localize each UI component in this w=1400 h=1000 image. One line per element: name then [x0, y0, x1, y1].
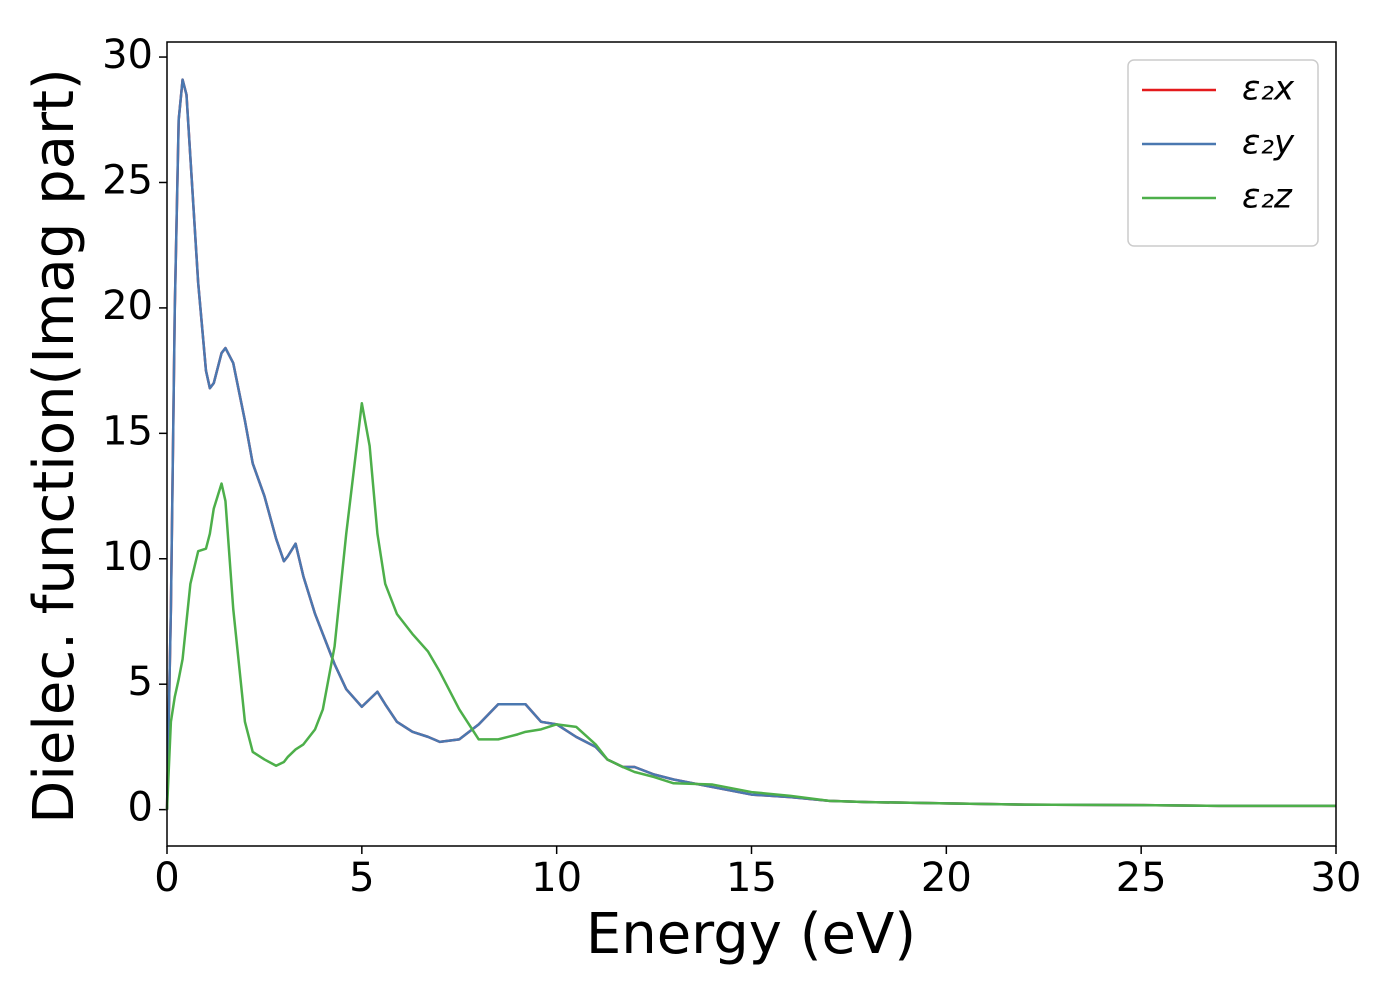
- x-tick-label: 5: [349, 855, 374, 901]
- legend-box: [1127, 59, 1319, 247]
- y-tick-label: 10: [102, 534, 153, 580]
- y-tick-label: 20: [102, 283, 153, 329]
- legend-label: ε₂y: [1242, 123, 1295, 163]
- x-tick-label: 15: [726, 855, 777, 901]
- data-line: [165, 401, 1336, 810]
- x-tick-label: 30: [1311, 855, 1362, 901]
- y-tick-label: 15: [102, 408, 153, 454]
- y-tick-label: 0: [128, 785, 153, 831]
- x-tick-label: 10: [531, 855, 582, 901]
- x-tick-label: 20: [921, 855, 972, 901]
- legend-label: ε₂x: [1242, 69, 1295, 109]
- legend-label: ε₂z: [1242, 177, 1293, 217]
- y-tick-label: 30: [102, 32, 153, 78]
- x-tick-label: 0: [154, 855, 179, 901]
- x-axis-label: Energy (eV): [586, 902, 916, 967]
- x-tick-label: 25: [1116, 855, 1167, 901]
- plot-frame: [166, 41, 1337, 847]
- y-axis-label: Dielec. function(Imag part): [22, 68, 87, 824]
- y-tick-label: 5: [128, 659, 153, 705]
- y-tick-label: 25: [102, 157, 153, 203]
